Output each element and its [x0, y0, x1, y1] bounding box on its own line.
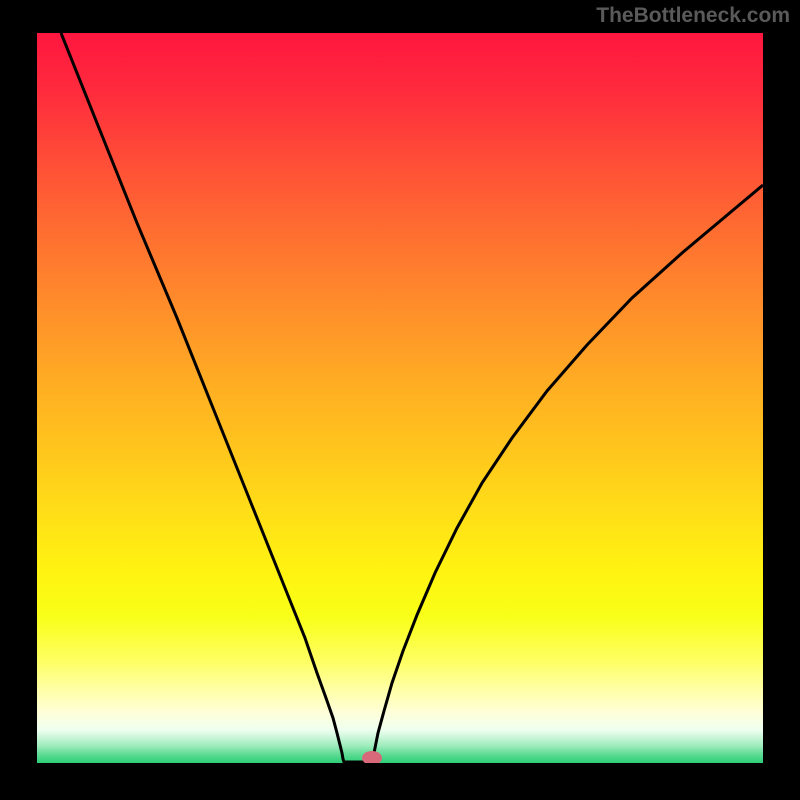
optimum-marker [362, 751, 382, 763]
plot-area [37, 33, 763, 763]
chart-container: TheBottleneck.com [0, 0, 800, 800]
watermark-text: TheBottleneck.com [596, 4, 790, 28]
curve-layer [37, 33, 763, 763]
bottleneck-curve [61, 33, 763, 762]
